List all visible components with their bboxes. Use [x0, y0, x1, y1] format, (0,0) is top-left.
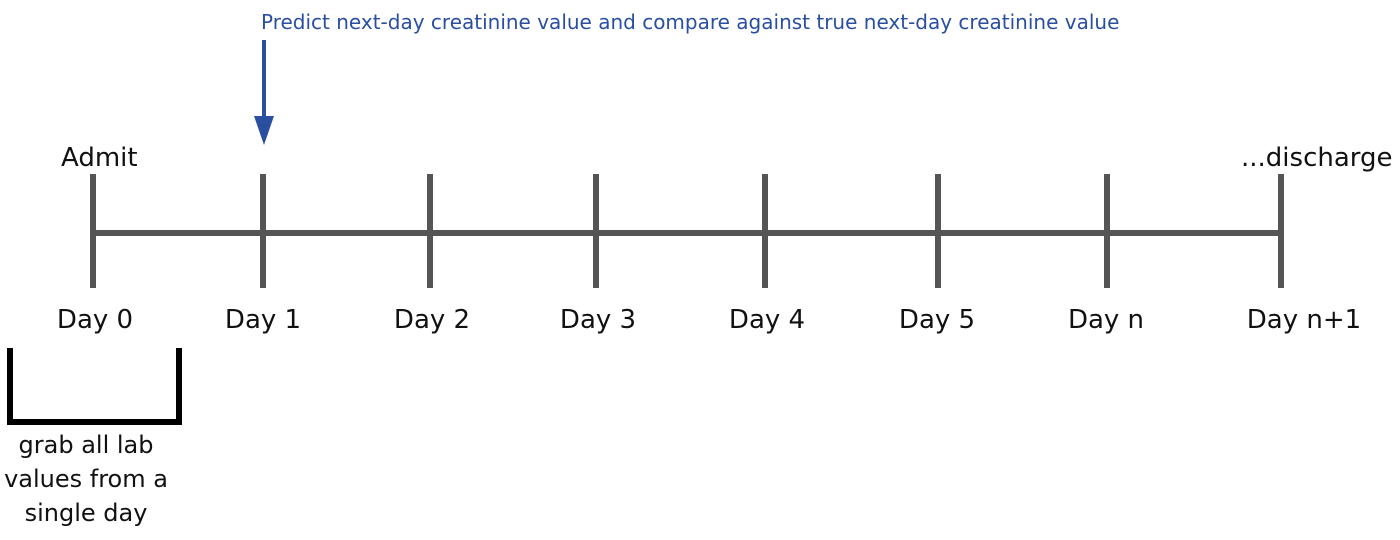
day-label-3: Day 3 — [559, 305, 637, 335]
admit-label: Admit — [61, 143, 138, 173]
day-label-5: Day 5 — [898, 305, 976, 335]
discharge-label: ...discharge — [1241, 143, 1393, 173]
bracket-caption-line: single day — [24, 499, 148, 527]
day-label-n: Day n — [1067, 305, 1145, 335]
day-label-1: Day 1 — [224, 305, 302, 335]
prediction-callout: Predict next-day creatinine value and co… — [261, 10, 1120, 34]
day0-bracket — [7, 348, 182, 425]
callout-arrow-head — [254, 116, 274, 145]
day-label-4: Day 4 — [728, 305, 806, 335]
day-label-n-plus-1: Day n+1 — [1246, 305, 1362, 335]
day-label-0: Day 0 — [56, 305, 134, 335]
bracket-caption-line: values from a — [4, 465, 168, 493]
day-label-2: Day 2 — [393, 305, 471, 335]
bracket-caption-line: grab all lab — [18, 431, 154, 459]
bracket-caption: grab all lab values from a single day — [0, 428, 172, 530]
